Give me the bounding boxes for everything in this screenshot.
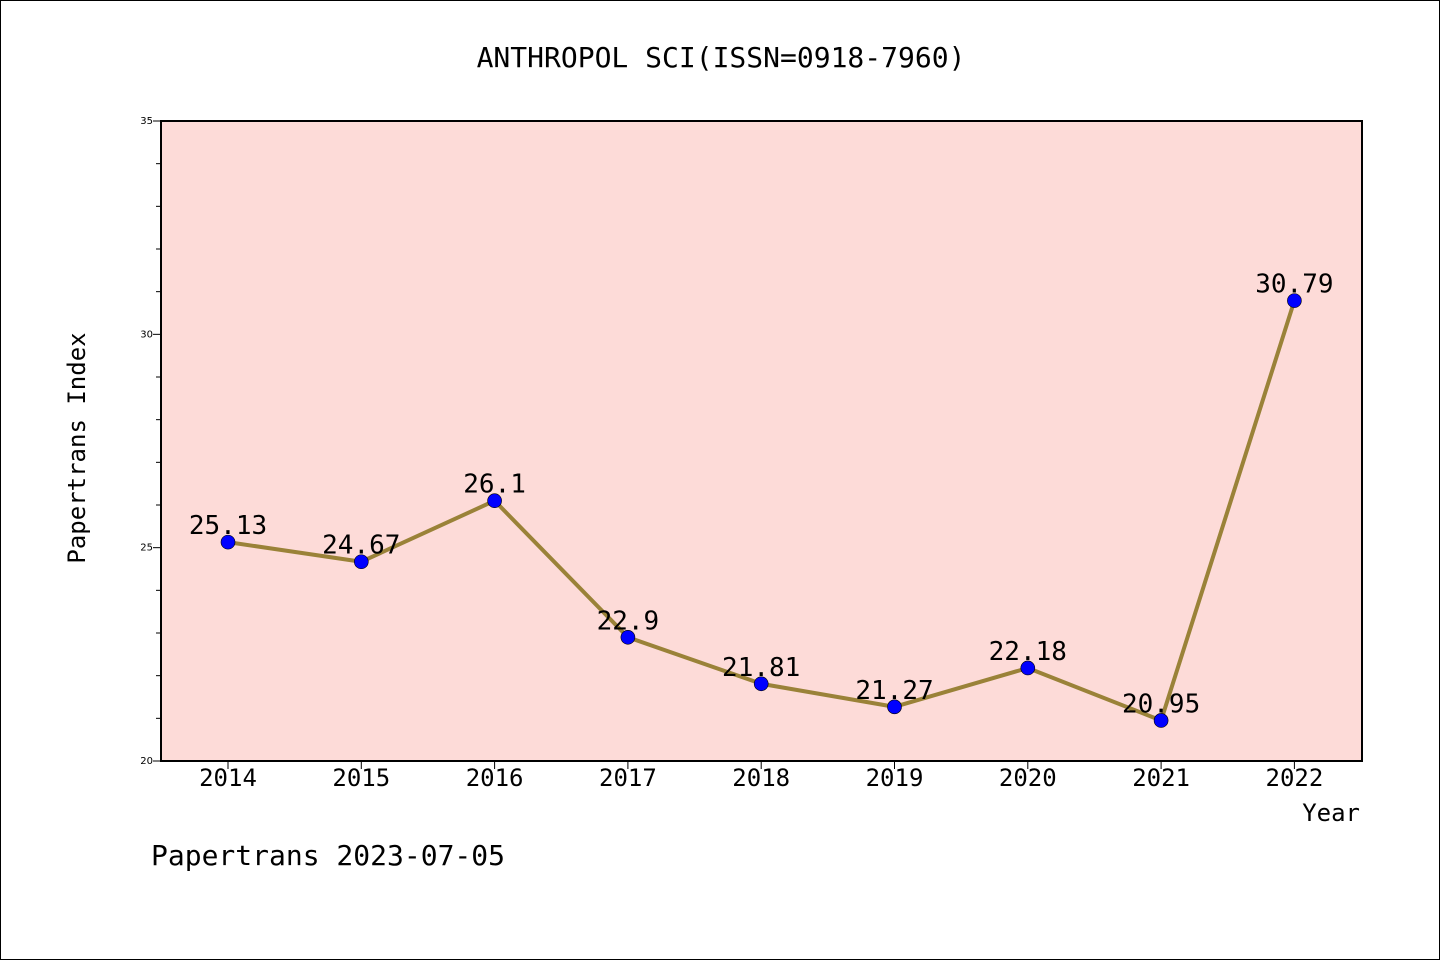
x-tick-label: 2016	[466, 764, 524, 792]
data-point	[1020, 660, 1036, 676]
x-axis-label: Year	[1302, 799, 1360, 827]
data-point	[620, 629, 636, 645]
x-tick-label: 2017	[599, 764, 657, 792]
x-tick-label: 2015	[332, 764, 390, 792]
x-axis: 2014 2015 2016 2017 2018 2019 2020 2021 2022	[199, 761, 1323, 792]
y-axis-label: Papertrans Index	[63, 332, 91, 563]
data-point	[1153, 713, 1169, 728]
y-tick-label: 20	[140, 756, 153, 767]
data-point	[1287, 293, 1302, 308]
x-tick-label: 2014	[199, 764, 257, 792]
x-tick-label: 2019	[866, 764, 924, 792]
data-point	[353, 554, 369, 570]
x-tick-label: 2020	[999, 764, 1057, 792]
y-tick-label: 30	[140, 329, 153, 340]
data-label: 21.27	[855, 676, 933, 706]
data-label: 22.18	[989, 637, 1067, 667]
data-label: 22.9	[597, 606, 660, 636]
y-tick-label: 25	[140, 543, 153, 554]
y-axis: 20 25 30 35	[140, 116, 161, 767]
data-point	[753, 676, 769, 692]
x-tick-label: 2021	[1132, 764, 1190, 792]
x-tick-label: 2022	[1266, 764, 1324, 792]
data-label: 25.13	[189, 511, 267, 541]
data-point	[487, 493, 502, 509]
y-tick-label: 35	[140, 116, 153, 127]
x-tick-label: 2018	[732, 764, 790, 792]
data-label: 21.81	[722, 653, 800, 683]
chart-title: ANTHROPOL SCI(ISSN=0918-7960)	[477, 41, 966, 74]
footer-credit: Papertrans 2023-07-05	[151, 839, 505, 872]
data-label: 26.1	[463, 470, 526, 500]
data-label: 24.67	[322, 531, 400, 561]
series-layer: 25.13 24.67 26.1 22.9 21.81 21.27 22.18 20.95 30…	[189, 270, 1334, 728]
data-label: 30.79	[1255, 270, 1333, 300]
plot-area	[160, 120, 1363, 762]
data-point	[887, 699, 902, 715]
data-point	[220, 534, 236, 550]
data-label: 20.95	[1122, 689, 1200, 719]
